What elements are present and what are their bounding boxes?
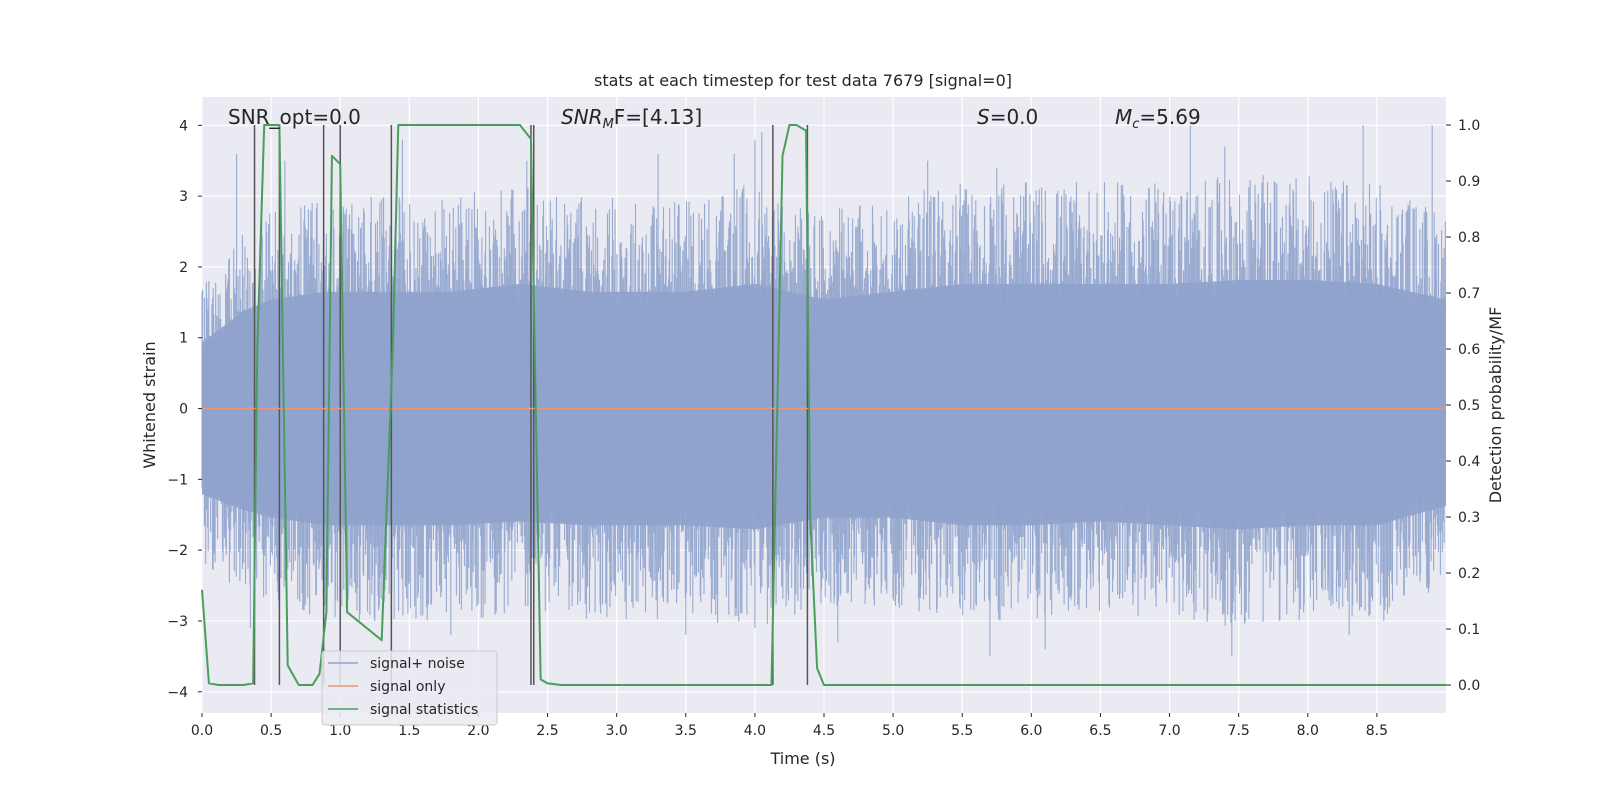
y-axis-ticks: 4 3 2 1 0 −1 −2 −3 −4	[167, 118, 202, 701]
x-tick-label-8: 4.0	[744, 723, 766, 739]
x-tick-label-13: 6.5	[1089, 723, 1111, 739]
x-tick-label-7: 3.5	[675, 723, 697, 739]
y-tick-label-7: −3	[167, 614, 188, 630]
y2-tick-label-5: 0.5	[1458, 398, 1480, 414]
x-tick-label-11: 5.5	[951, 723, 973, 739]
signal-statistics-series	[201, 124, 1446, 686]
y2-tick-label-8: 0.2	[1458, 566, 1480, 582]
x-tick-label-14: 7.0	[1158, 723, 1180, 739]
annotation-s: S=0.0	[977, 105, 1038, 129]
y-tick-label-0: 4	[179, 118, 188, 134]
x-tick-label-9: 4.5	[813, 723, 835, 739]
y-tick-label-8: −4	[167, 685, 188, 701]
annotation-snr-opt: SNR_opt=0.0	[228, 105, 361, 129]
y2-tick-label-0: 1.0	[1458, 118, 1480, 134]
x-tick-label-3: 1.5	[398, 723, 420, 739]
legend-label-signal-noise: signal+ noise	[370, 656, 465, 672]
y2-tick-label-4: 0.6	[1458, 342, 1480, 358]
x-tick-label-5: 2.5	[536, 723, 558, 739]
y-tick-label-3: 1	[179, 331, 188, 347]
y2-tick-label-7: 0.3	[1458, 510, 1480, 526]
y2-tick-label-3: 0.7	[1458, 286, 1480, 302]
x-tick-label-15: 7.5	[1228, 723, 1250, 739]
legend-label-signal-statistics: signal statistics	[370, 702, 478, 718]
annotations: SNR_opt=0.0 SNRMF=[4.13] S=0.0 Mc=5.69	[228, 105, 1201, 132]
y-axis-label: Whitened strain	[140, 341, 159, 468]
x-tick-label-1: 0.5	[260, 723, 282, 739]
y2-tick-label-9: 0.1	[1458, 622, 1480, 638]
legend: signal+ noise signal only signal statist…	[321, 650, 498, 726]
legend-label-signal-only: signal only	[370, 679, 445, 695]
y-tick-label-6: −2	[167, 543, 188, 559]
x-axis-label: Time (s)	[769, 749, 835, 768]
y2-tick-label-1: 0.9	[1458, 174, 1480, 190]
annotation-mc: Mc=5.69	[1115, 105, 1201, 132]
x-tick-label-10: 5.0	[882, 723, 904, 739]
x-tick-label-4: 2.0	[467, 723, 489, 739]
annotation-snr-mf: SNRMF=[4.13]	[561, 105, 702, 132]
legend-box	[321, 650, 498, 726]
y-tick-label-1: 3	[179, 189, 188, 205]
chart-title: stats at each timestep for test data 767…	[594, 71, 1012, 90]
x-tick-label-16: 8.0	[1297, 723, 1319, 739]
y2-tick-label-2: 0.8	[1458, 230, 1480, 246]
signal-noise-series	[201, 125, 1446, 664]
y2-axis-label: Detection probability/MF	[1486, 307, 1505, 504]
y-tick-label-4: 0	[179, 402, 188, 418]
y2-axis-ticks: 1.0 0.9 0.8 0.7 0.6 0.5 0.4 0.3 0.2 0.1 0.0	[1446, 118, 1480, 694]
signal-noise-trace	[201, 125, 1446, 664]
x-tick-label-6: 3.0	[606, 723, 628, 739]
x-tick-label-17: 8.5	[1366, 723, 1388, 739]
y-tick-label-2: 2	[179, 260, 188, 276]
x-tick-label-12: 6.0	[1020, 723, 1042, 739]
y-tick-label-5: −1	[167, 472, 188, 488]
x-tick-label-2: 1.0	[329, 723, 351, 739]
x-tick-label-0: 0.0	[191, 723, 213, 739]
y2-tick-label-6: 0.4	[1458, 454, 1480, 470]
x-axis-ticks: 0.0 0.5 1.0 1.5 2.0 2.5 3.0 3.5 4.0 4.5 5.0 5.5 6.0 6…	[191, 713, 1388, 739]
y2-tick-label-10: 0.0	[1458, 678, 1480, 694]
signal-statistics-line	[201, 124, 1446, 686]
